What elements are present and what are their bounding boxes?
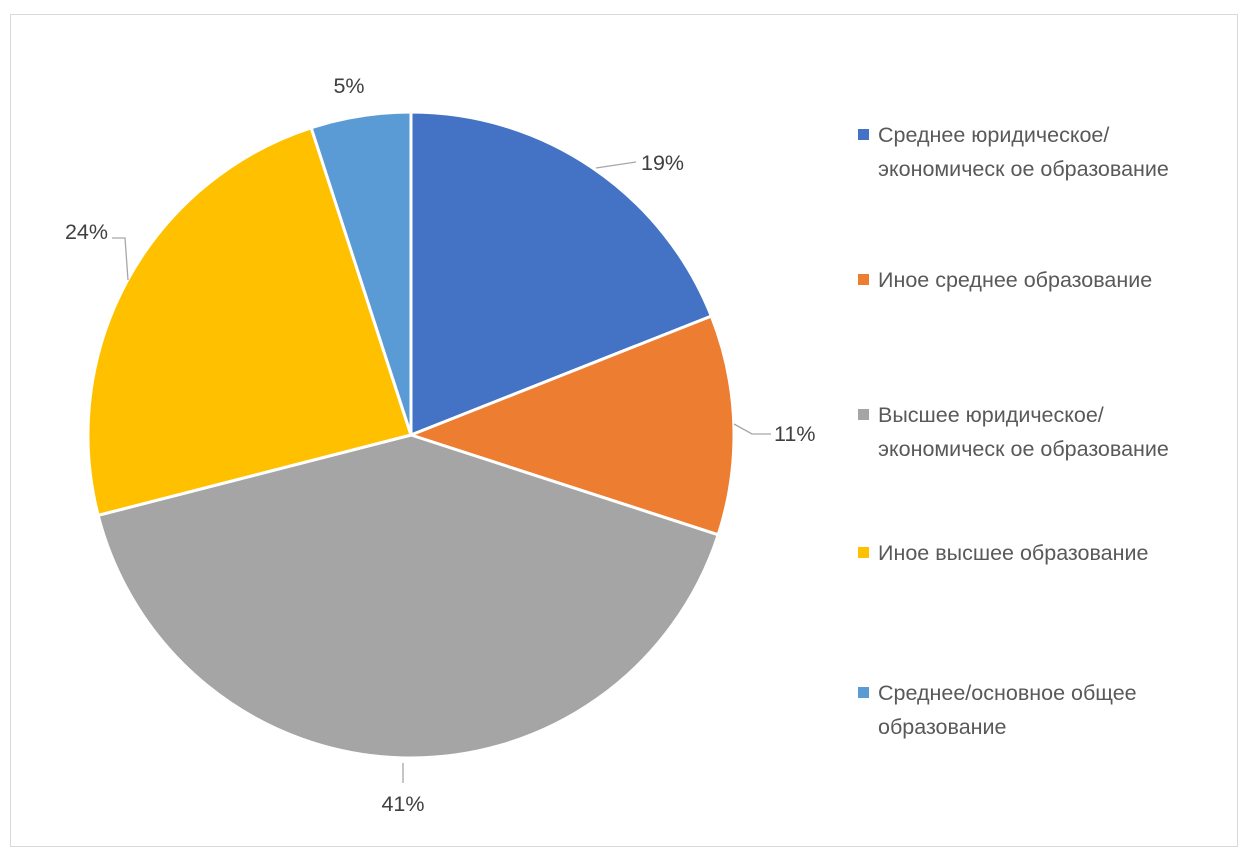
legend-swatch xyxy=(858,547,869,558)
legend-item-other-higher: Иное высшее образование xyxy=(858,536,1223,570)
legend-swatch xyxy=(858,687,869,698)
pie-slice xyxy=(409,110,713,437)
legend-swatch xyxy=(858,409,869,420)
leader-line xyxy=(112,237,129,281)
pie-slice xyxy=(96,433,720,760)
data-label: 5% xyxy=(333,74,364,98)
legend-label: Среднее юридическое/экономическ ое образ… xyxy=(878,123,1169,181)
data-labels: 19% 11% 41% 24% 5% xyxy=(65,74,815,816)
leader-lines xyxy=(112,161,771,783)
legend-label: Иное высшее образование xyxy=(878,541,1149,565)
data-label: 24% xyxy=(65,220,108,244)
legend-label: Иное среднее образование xyxy=(878,268,1153,292)
leader-line xyxy=(733,423,771,435)
legend-swatch xyxy=(858,274,869,285)
legend-label: Среднее/основное общее образование xyxy=(878,681,1137,739)
leader-line xyxy=(595,161,637,169)
pie-slice xyxy=(309,110,413,437)
legend-item-other-secondary: Иное среднее образование xyxy=(858,263,1223,297)
legend-item-higher-legal-economic: Высшее юридическое/экономическ ое образо… xyxy=(858,398,1223,466)
legend-label: Высшее юридическое/экономическ ое образо… xyxy=(878,403,1169,461)
pie-slices xyxy=(86,110,736,760)
data-label: 11% xyxy=(774,422,815,446)
legend-item-secondary-legal-economic: Среднее юридическое/экономическ ое образ… xyxy=(858,118,1223,186)
legend-item-general-secondary: Среднее/основное общее образование xyxy=(858,676,1223,744)
pie-slice xyxy=(409,314,736,537)
legend-swatch xyxy=(858,129,869,140)
data-label: 19% xyxy=(641,151,684,175)
data-label: 41% xyxy=(381,792,424,816)
